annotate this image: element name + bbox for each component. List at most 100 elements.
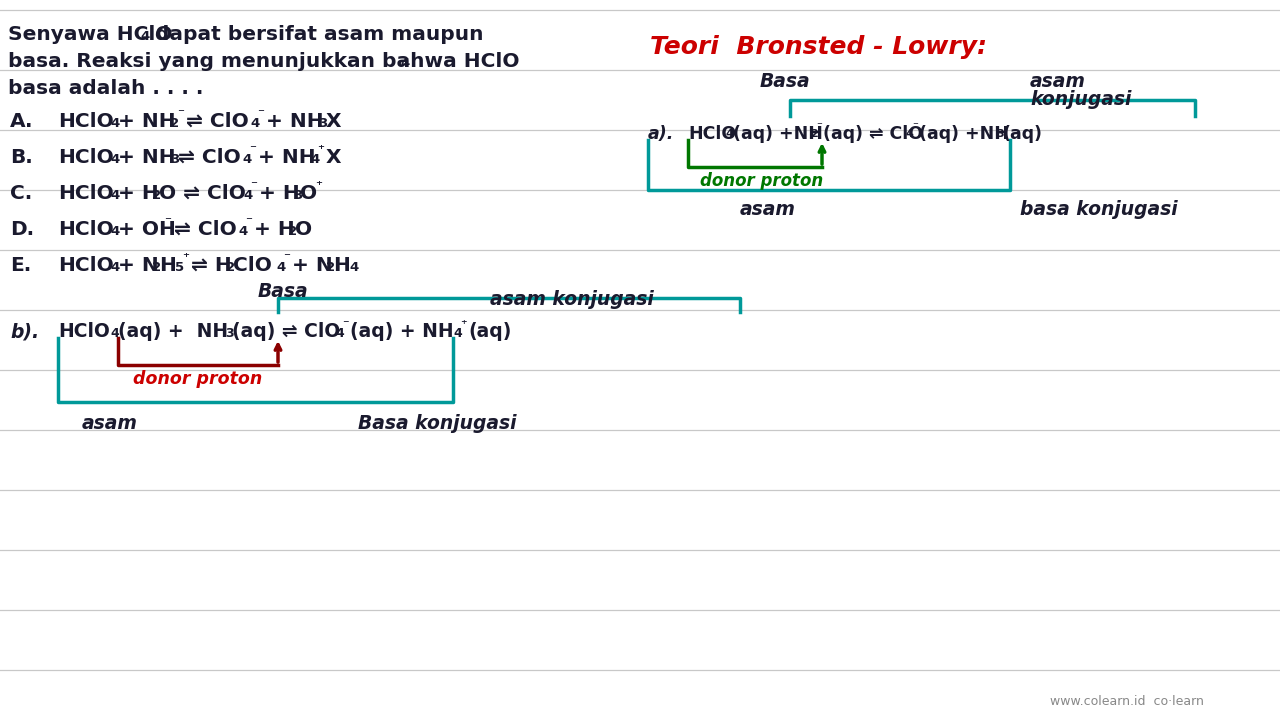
Text: + H: + H bbox=[253, 220, 294, 239]
Text: 4: 4 bbox=[140, 30, 150, 43]
Text: Basa: Basa bbox=[760, 72, 810, 91]
Text: E.: E. bbox=[10, 256, 31, 275]
Text: ⁻: ⁻ bbox=[244, 215, 252, 228]
Text: ⁺: ⁺ bbox=[317, 143, 324, 156]
Text: 3: 3 bbox=[225, 327, 234, 340]
Text: Basa: Basa bbox=[259, 282, 308, 301]
Text: asam: asam bbox=[82, 414, 138, 433]
Text: + H: + H bbox=[118, 184, 159, 203]
Text: basa. Reaksi yang menunjukkan bahwa HClO: basa. Reaksi yang menunjukkan bahwa HClO bbox=[8, 52, 520, 71]
Text: + NH: + NH bbox=[118, 148, 175, 167]
Text: 3: 3 bbox=[317, 117, 328, 130]
Text: 3: 3 bbox=[170, 153, 179, 166]
Text: 4: 4 bbox=[110, 153, 119, 166]
Text: D.: D. bbox=[10, 220, 35, 239]
Text: ⇌ ClO: ⇌ ClO bbox=[174, 220, 237, 239]
Text: HClO: HClO bbox=[58, 256, 114, 275]
Text: C.: C. bbox=[10, 184, 32, 203]
Text: 4: 4 bbox=[726, 129, 733, 139]
Text: 4: 4 bbox=[250, 117, 260, 130]
Text: B.: B. bbox=[10, 148, 33, 167]
Text: 2: 2 bbox=[170, 117, 179, 130]
Text: HClO: HClO bbox=[58, 148, 114, 167]
Text: www.colearn.id  co·learn: www.colearn.id co·learn bbox=[1050, 695, 1204, 708]
Text: + NH: + NH bbox=[118, 112, 175, 131]
Text: (aq) + NH: (aq) + NH bbox=[349, 322, 453, 341]
Text: 2: 2 bbox=[810, 129, 818, 139]
Text: HClO: HClO bbox=[689, 125, 736, 143]
Text: HClO: HClO bbox=[58, 112, 114, 131]
Text: dapat bersifat asam maupun: dapat bersifat asam maupun bbox=[148, 25, 484, 44]
Text: ⁺: ⁺ bbox=[460, 318, 467, 331]
Text: 4: 4 bbox=[238, 225, 247, 238]
Text: ⁺: ⁺ bbox=[315, 179, 323, 192]
Text: 4: 4 bbox=[276, 261, 285, 274]
Text: basa konjugasi: basa konjugasi bbox=[1020, 200, 1178, 219]
Text: X: X bbox=[326, 148, 342, 167]
Text: ⁻: ⁻ bbox=[257, 107, 264, 120]
Text: 4: 4 bbox=[110, 189, 119, 202]
Text: basa adalah . . . .: basa adalah . . . . bbox=[8, 79, 204, 98]
Text: ⇌ ClO: ⇌ ClO bbox=[178, 148, 241, 167]
Text: 4: 4 bbox=[243, 189, 252, 202]
Text: 3: 3 bbox=[293, 189, 302, 202]
Text: + H: + H bbox=[259, 184, 300, 203]
Text: ⇌ ClO: ⇌ ClO bbox=[186, 112, 248, 131]
Text: donor proton: donor proton bbox=[133, 370, 262, 388]
Text: (aq): (aq) bbox=[1004, 125, 1043, 143]
Text: 4: 4 bbox=[453, 327, 462, 340]
Text: Teori  Bronsted - Lowry:: Teori Bronsted - Lowry: bbox=[650, 35, 987, 59]
Text: ⁻: ⁻ bbox=[283, 251, 291, 264]
Text: konjugasi: konjugasi bbox=[1030, 90, 1132, 109]
Text: 4: 4 bbox=[242, 153, 251, 166]
Text: (aq) +NH: (aq) +NH bbox=[733, 125, 823, 143]
Text: (aq) +NH: (aq) +NH bbox=[919, 125, 1009, 143]
Text: 4: 4 bbox=[110, 327, 119, 340]
Text: 4: 4 bbox=[110, 261, 119, 274]
Text: ⇌ H: ⇌ H bbox=[191, 256, 232, 275]
Text: 4: 4 bbox=[110, 117, 119, 130]
Text: + N: + N bbox=[292, 256, 333, 275]
Text: H: H bbox=[159, 256, 175, 275]
Text: + N: + N bbox=[118, 256, 159, 275]
Text: a).: a). bbox=[648, 125, 675, 143]
Text: 2: 2 bbox=[288, 225, 297, 238]
Text: X: X bbox=[326, 112, 342, 131]
Text: ⁺: ⁺ bbox=[182, 251, 189, 264]
Text: O: O bbox=[294, 220, 312, 239]
Text: donor proton: donor proton bbox=[700, 172, 823, 190]
Text: + NH: + NH bbox=[259, 148, 316, 167]
Text: (aq) ⇌ ClO: (aq) ⇌ ClO bbox=[232, 322, 340, 341]
Text: + OH: + OH bbox=[118, 220, 175, 239]
Text: 2: 2 bbox=[152, 189, 161, 202]
Text: ⁻: ⁻ bbox=[250, 143, 256, 156]
Text: (aq) ⇌ ClO: (aq) ⇌ ClO bbox=[823, 125, 923, 143]
Text: ⁻: ⁻ bbox=[177, 107, 184, 120]
Text: asam: asam bbox=[1030, 72, 1085, 91]
Text: ⁻: ⁻ bbox=[250, 179, 257, 192]
Text: HClO: HClO bbox=[58, 322, 110, 341]
Text: 4: 4 bbox=[906, 129, 914, 139]
Text: + NH: + NH bbox=[266, 112, 324, 131]
Text: ⁻: ⁻ bbox=[164, 215, 172, 228]
Text: 5: 5 bbox=[175, 261, 184, 274]
Text: asam konjugasi: asam konjugasi bbox=[490, 290, 654, 309]
Text: 4: 4 bbox=[310, 153, 319, 166]
Text: A.: A. bbox=[10, 112, 33, 131]
Text: 4: 4 bbox=[349, 261, 358, 274]
Text: Basa konjugasi: Basa konjugasi bbox=[358, 414, 517, 433]
Text: Senyawa HClO: Senyawa HClO bbox=[8, 25, 173, 44]
Text: b).: b). bbox=[10, 322, 40, 341]
Text: 4: 4 bbox=[399, 57, 410, 70]
Text: 4: 4 bbox=[335, 327, 344, 340]
Text: 2: 2 bbox=[326, 261, 335, 274]
Text: asam: asam bbox=[740, 200, 796, 219]
Text: O ⇌ ClO: O ⇌ ClO bbox=[159, 184, 246, 203]
Text: H: H bbox=[333, 256, 349, 275]
Text: HClO: HClO bbox=[58, 184, 114, 203]
Text: 3: 3 bbox=[996, 129, 1004, 139]
Text: ⁻: ⁻ bbox=[342, 318, 348, 331]
Text: 2: 2 bbox=[152, 261, 161, 274]
Text: 2: 2 bbox=[227, 261, 236, 274]
Text: O: O bbox=[300, 184, 317, 203]
